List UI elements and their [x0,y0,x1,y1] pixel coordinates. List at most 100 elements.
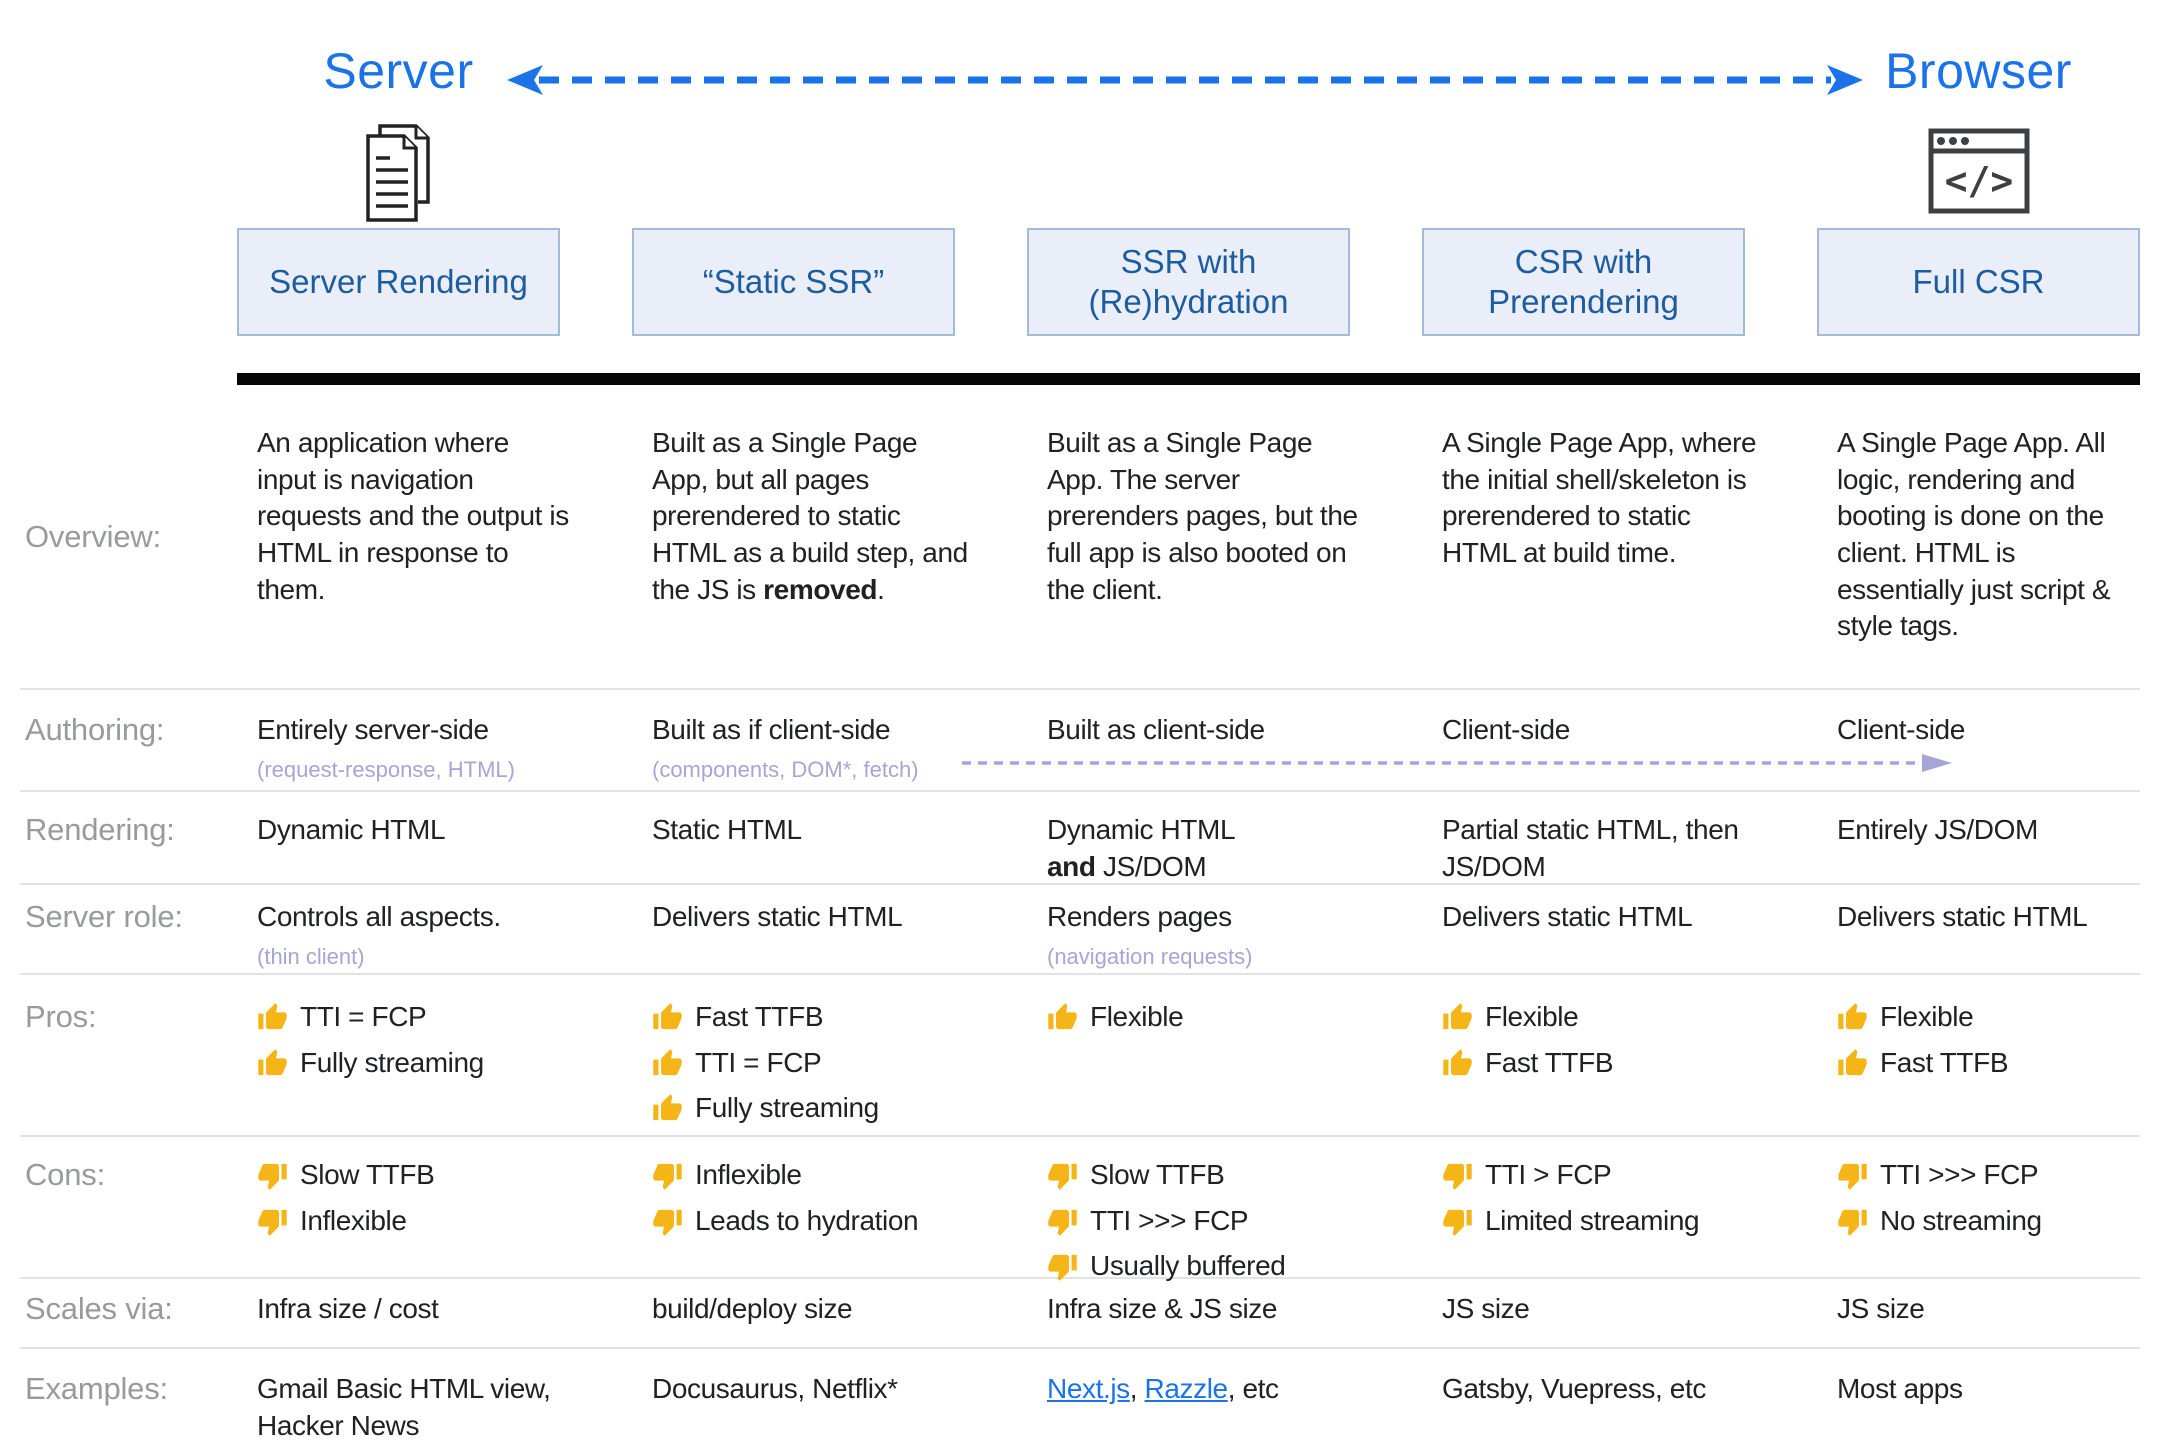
row-rendering: Rendering: Dynamic HTML Static HTML Dyna… [20,792,2140,885]
cons-ssr-rehydration: Slow TTFB TTI >>> FCP Usually buffered [1027,1157,1422,1294]
razzle-link[interactable]: Razzle [1144,1373,1229,1404]
overview-csr-prerendering: A Single Page App, where the initial she… [1442,427,1757,569]
header-divider-bar [237,373,2140,385]
server-role-full-csr: Delivers static HTML [1837,901,2088,932]
row-label: Pros: [25,999,97,1034]
thumbs-up-icon [1443,1048,1472,1075]
row-examples: Examples: Gmail Basic HTML view, Hacker … [20,1349,2140,1452]
thumbs-down-icon [653,1163,682,1190]
con-item: Usually buffered [1047,1248,1364,1285]
rendering-server-rendering: Dynamic HTML [257,814,446,845]
scales-server-rendering: Infra size / cost [257,1293,439,1324]
browser-window-icon: </> [1817,128,2140,214]
thumbs-down-icon [1443,1209,1472,1236]
con-item: Slow TTFB [257,1157,574,1194]
server-role-ssr-rehydration: Renders pages (navigation requests) [1027,899,1422,973]
cons-full-csr: TTI >>> FCP No streaming [1817,1157,2140,1294]
pro-item: Fast TTFB [1837,1045,2140,1082]
pros-server-rendering: TTI = FCP Fully streaming [237,999,632,1136]
pro-item: Fully streaming [652,1090,969,1127]
overview-ssr-rehydration: Built as a Single Page App. The server p… [1047,427,1358,605]
server-documents-icon [237,122,560,224]
thumbs-down-icon [1443,1163,1472,1190]
scales-csr-prerendering: JS size [1442,1293,1530,1324]
cons-static-ssr: Inflexible Leads to hydration [632,1157,1027,1294]
pro-item: TTI = FCP [257,999,574,1036]
authoring-server-rendering: Entirely server-side (request-response, … [237,712,632,790]
con-item: Limited streaming [1442,1203,1759,1240]
thumbs-up-icon [1443,1003,1472,1029]
server-browser-axis-arrow-icon [507,65,1863,95]
pros-ssr-rehydration: Flexible [1027,999,1422,1136]
scales-full-csr: JS size [1837,1293,1925,1324]
pro-item: Flexible [1047,999,1364,1036]
con-item: Slow TTFB [1047,1157,1364,1194]
column-header-server-rendering: Server Rendering [237,228,560,336]
server-role-csr-prerendering: Delivers static HTML [1442,901,1693,932]
con-item: TTI > FCP [1442,1157,1759,1194]
browser-label: Browser [1885,43,2072,99]
pro-item: Fast TTFB [1442,1045,1759,1082]
thumbs-up-icon [1838,1003,1867,1029]
row-label: Server role: [25,899,183,934]
cons-server-rendering: Slow TTFB Inflexible [237,1157,632,1294]
code-glyph: </> [1944,159,2013,203]
thumbs-down-icon [1838,1163,1867,1190]
overview-full-csr: A Single Page App. All logic, rendering … [1837,427,2111,642]
con-item: TTI >>> FCP [1047,1203,1364,1240]
authoring-static-ssr: Built as if client-side (components, DOM… [632,712,1027,790]
row-authoring: Authoring: Entirely server-side (request… [20,690,2140,792]
authoring-csr-prerendering: Client-side [1442,714,1570,745]
row-label: Rendering: [25,812,175,847]
pro-item: Flexible [1442,999,1759,1036]
thumbs-down-icon [1048,1209,1077,1236]
examples-server-rendering: Gmail Basic HTML view, Hacker News [257,1373,551,1441]
pro-item: Fully streaming [257,1045,574,1082]
authoring-note: (components, DOM*, fetch) [652,756,919,782]
examples-static-ssr: Docusaurus, Netflix* [652,1373,898,1404]
nextjs-link[interactable]: Next.js [1047,1373,1130,1404]
thumbs-up-icon [653,1003,682,1029]
thumbs-down-icon [1838,1209,1867,1236]
rendering-static-ssr: Static HTML [652,814,802,845]
authoring-full-csr: Client-side [1837,714,1965,745]
con-item: No streaming [1837,1203,2140,1240]
row-scales-via: Scales via: Infra size / cost build/depl… [20,1279,2140,1349]
examples-full-csr: Most apps [1837,1373,1963,1404]
pro-item: Flexible [1837,999,2140,1036]
pro-item: TTI = FCP [652,1045,969,1082]
server-label: Server [323,43,474,99]
server-role-static-ssr: Delivers static HTML [652,901,903,932]
thumbs-down-icon [258,1163,287,1190]
pros-csr-prerendering: Flexible Fast TTFB [1422,999,1817,1136]
thumbs-up-icon [1838,1048,1867,1075]
thumbs-up-icon [258,1048,287,1075]
row-pros: Pros: TTI = FCP Fully streaming Fast TTF… [20,975,2140,1137]
row-label: Examples: [25,1371,168,1406]
pros-static-ssr: Fast TTFB TTI = FCP Fully streaming [632,999,1027,1136]
thumbs-up-icon [258,1003,287,1029]
thumbs-up-icon [653,1094,682,1121]
row-server-role: Server role: Controls all aspects. (thin… [20,885,2140,975]
con-item: Inflexible [257,1203,574,1240]
thumbs-up-icon [1048,1003,1077,1029]
rendering-ssr-rehydration: Dynamic HTML and JS/DOM [1047,814,1236,882]
column-header-static-ssr: “Static SSR” [632,228,955,336]
thumbs-up-icon [653,1048,682,1075]
rendering-full-csr: Entirely JS/DOM [1837,814,2038,845]
column-header-ssr-rehydration: SSR with (Re)hydration [1027,228,1350,336]
cons-csr-prerendering: TTI > FCP Limited streaming [1422,1157,1817,1294]
row-label: Overview: [25,518,162,554]
scales-ssr-rehydration: Infra size & JS size [1047,1293,1278,1324]
comparison-table: Overview: An application where input is … [20,385,2140,1452]
examples-ssr-rehydration: Next.js, Razzle, etc [1047,1373,1279,1404]
server-role-server-rendering: Controls all aspects. (thin client) [237,899,632,973]
thumbs-down-icon [1048,1255,1077,1281]
pros-full-csr: Flexible Fast TTFB [1817,999,2140,1136]
thumbs-down-icon [653,1209,682,1236]
pro-item: Fast TTFB [652,999,969,1036]
column-header-full-csr: Full CSR [1817,228,2140,336]
column-headers: Server Rendering “Static SSR” SSR with (… [20,228,2140,336]
row-label: Authoring: [25,712,165,747]
row-overview: Overview: An application where input is … [20,385,2140,690]
